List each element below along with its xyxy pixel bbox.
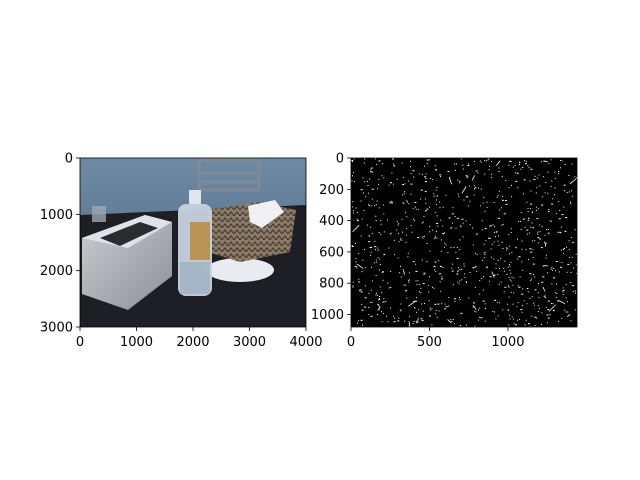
edge-map-image bbox=[351, 158, 577, 327]
edge-map-y-tick-label: 200 bbox=[319, 183, 344, 198]
photo-image bbox=[80, 158, 306, 327]
edge-map-y-tick-label: 400 bbox=[319, 214, 344, 229]
edge-map-x-tick-label: 500 bbox=[417, 335, 442, 350]
photo-y-tick-label: 3000 bbox=[40, 321, 73, 336]
photo-y-tick-label: 1000 bbox=[40, 208, 73, 223]
photo-x-tick-label: 2000 bbox=[176, 335, 209, 350]
edge-map-y-tick-label: 1000 bbox=[311, 308, 344, 323]
photo-x-tick-label: 1000 bbox=[120, 335, 153, 350]
photo-y-tick-label: 0 bbox=[65, 152, 73, 167]
photo-x-tick-label: 4000 bbox=[289, 335, 322, 350]
photo-ticks: 0 1000 2000 3000 4000 0 1000 2000 3000 bbox=[40, 152, 323, 351]
edge-map-x-tick-label: 0 bbox=[347, 335, 355, 350]
photo-x-tick-label: 3000 bbox=[233, 335, 266, 350]
photo-x-tick-label: 0 bbox=[76, 335, 84, 350]
edge-map-y-tick-label: 600 bbox=[319, 245, 344, 260]
edge-map-y-tick-label: 800 bbox=[319, 277, 344, 292]
photo-y-tick-label: 2000 bbox=[40, 264, 73, 279]
edge-map-x-tick-label: 1000 bbox=[491, 335, 524, 350]
photo-axes: 0 1000 2000 3000 4000 0 1000 2000 3000 bbox=[40, 152, 323, 351]
edge-map-axes-frame bbox=[350, 157, 578, 328]
edge-map-y-tick-label: 0 bbox=[336, 152, 344, 167]
